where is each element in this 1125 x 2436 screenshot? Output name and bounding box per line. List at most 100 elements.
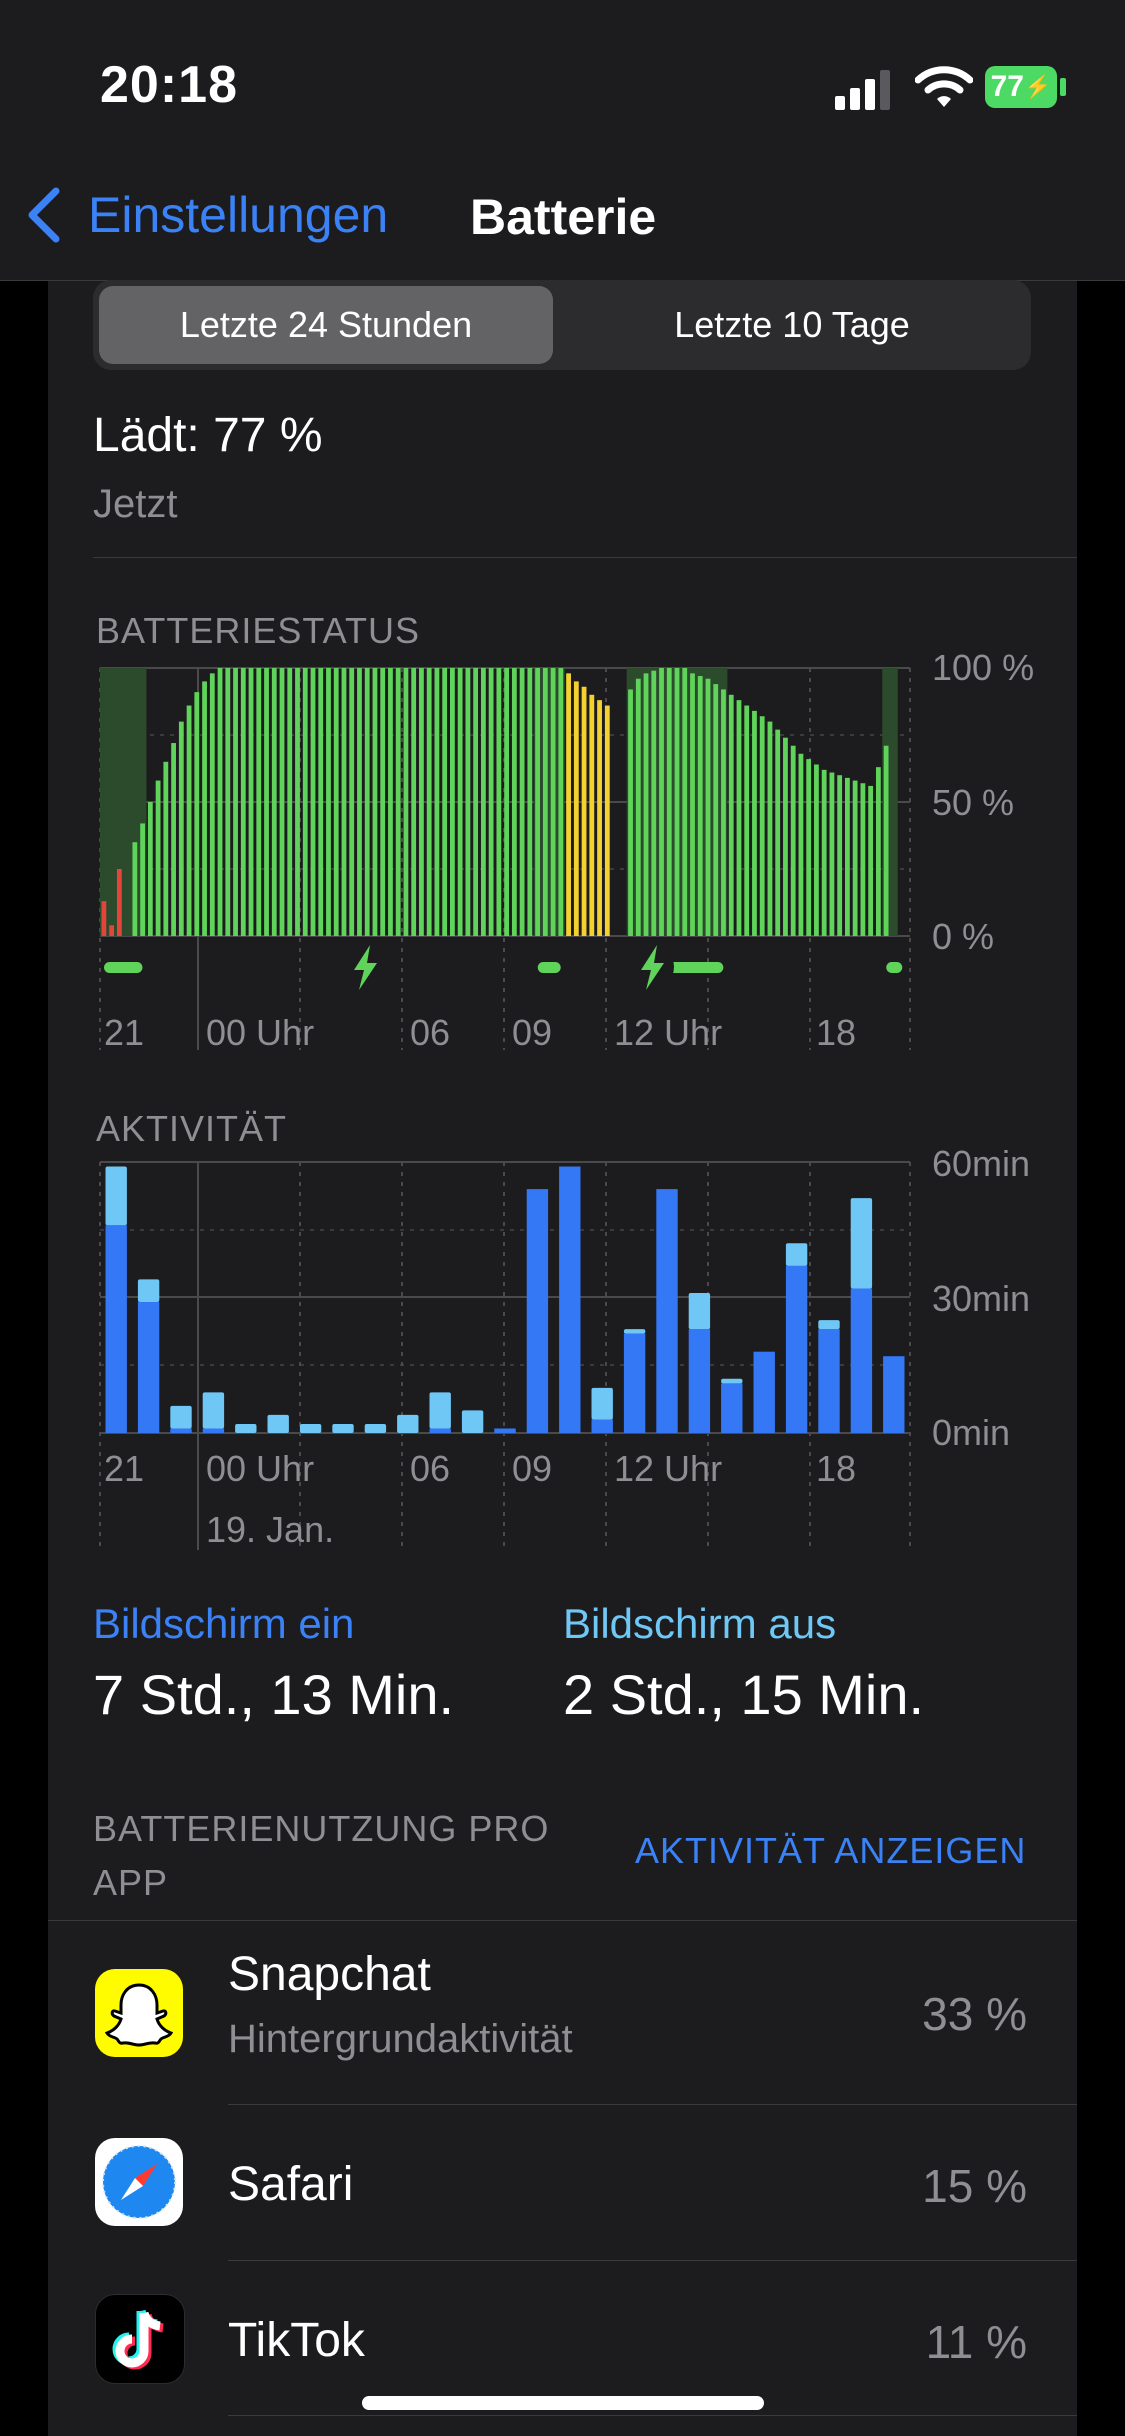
activity-bar-screen-on [785,1265,808,1433]
battery-bar [690,673,695,936]
battery-bar [744,705,750,936]
battery-y-label-0: 0 % [932,916,994,957]
status-bar [0,0,1125,180]
activity-bar-screen-off [299,1423,322,1433]
battery-bar [806,759,812,936]
activity-y-label-0: 0min [932,1412,1010,1453]
charging-bolt-icon: ⚡ [1023,74,1052,99]
activity-bar-screen-off [721,1378,743,1384]
battery-bar [450,668,455,936]
activity-bar-screen-on [202,1428,225,1433]
activity-bar-screen-off [267,1414,289,1433]
home-indicator[interactable] [362,2396,764,2410]
battery-bar [279,668,285,936]
activity-bar-screen-on [559,1166,581,1433]
activity-bar-screen-off [785,1243,808,1266]
battery-bar [349,668,355,936]
battery-bar [434,668,440,936]
tiktok-icon [95,2294,185,2384]
battery-bar [132,842,138,936]
activity-bar-screen-off [623,1329,646,1334]
battery-x-label-21: 21 [104,1012,144,1053]
battery-chart-label: BATTERIESTATUS [96,610,421,651]
battery-bar [147,802,153,936]
activity-bar-screen-on [656,1189,678,1433]
charging-indicator [886,962,903,973]
wifi-icon [915,66,973,107]
activity-bar-screen-on [526,1189,549,1433]
battery-bar [411,668,417,936]
activity-bar-screen-off [170,1405,192,1429]
activity-bar-screen-on [429,1428,451,1433]
battery-bar [883,745,889,936]
segment-10d[interactable]: Letzte 10 Tage [674,304,910,345]
battery-bar [829,772,835,936]
battery-x-label-00: 00 Uhr [206,1012,314,1053]
activity-bar-screen-off [332,1423,354,1433]
battery-bar [736,700,742,936]
battery-bar [852,780,858,936]
activity-bar-screen-off [429,1392,451,1429]
battery-bar [558,668,564,936]
battery-bar [264,668,269,936]
battery-bar [666,668,672,936]
battery-level-chart: 100 % 50 % 0 % 21 00 Uhr 06 09 12 Uhr 18 [99,647,1034,1053]
activity-x-label-06: 06 [410,1448,450,1489]
battery-bar [721,689,726,936]
battery-bar [372,668,378,936]
battery-bar [488,668,494,936]
battery-bar [202,681,207,936]
safari-icon [95,2138,183,2226]
activity-bar-screen-on [753,1351,775,1433]
battery-y-label-50: 50 % [932,782,1014,823]
battery-bar [318,668,324,936]
battery-bar [697,676,703,936]
battery-bar [155,780,161,936]
snapchat-icon [95,1969,183,2057]
segment-24h[interactable]: Letzte 24 Stunden [99,286,553,364]
chevron-left-icon [28,187,60,243]
activity-bar-screen-off [105,1166,127,1226]
activity-bar-screen-off [364,1423,387,1433]
battery-indicator: 77 ⚡ [985,66,1057,108]
activity-bar-screen-off [397,1414,419,1433]
battery-bar [550,668,556,936]
battery-bar [480,668,486,936]
activity-bar-screen-off [137,1279,160,1303]
battery-bar [388,668,393,936]
battery-x-label-06: 06 [410,1012,450,1053]
battery-bar [271,668,277,936]
battery-bar [798,753,804,936]
activity-bar-screen-on [591,1419,613,1433]
back-button[interactable]: Einstellungen [20,185,388,245]
charging-indicator [104,962,143,973]
divider [48,1920,1077,1921]
battery-bar [821,769,827,936]
battery-bar [573,681,579,936]
battery-bar [635,678,641,936]
app-row-safari[interactable]: Safari 15 % [48,2105,1077,2260]
battery-bar [674,668,680,936]
activity-bar-screen-on [623,1333,646,1433]
show-activity-link[interactable]: AKTIVITÄT ANZEIGEN [635,1830,1027,1871]
app-row-snapchat[interactable]: Snapchat Hintergrundaktivität 33 % [48,1921,1077,2104]
battery-bar [357,668,362,936]
battery-bar [651,670,657,936]
battery-bar [682,668,688,936]
battery-bar [457,668,463,936]
battery-bar [333,668,339,936]
battery-bar [837,775,843,936]
activity-bar-screen-off [461,1410,484,1433]
app-row-tiktok[interactable]: TikTok 11 % [48,2261,1077,2416]
battery-bar [511,668,517,936]
battery-bar [860,783,866,936]
battery-bar [403,668,409,936]
activity-x-label-00: 00 Uhr [206,1448,314,1489]
battery-x-label-18: 18 [816,1012,856,1053]
battery-bar [504,668,510,936]
screen-off-value: 2 Std., 15 Min. [563,1663,925,1726]
battery-bar [814,764,819,936]
battery-bar [240,668,246,936]
battery-bar [767,721,773,936]
battery-bar [140,823,145,936]
